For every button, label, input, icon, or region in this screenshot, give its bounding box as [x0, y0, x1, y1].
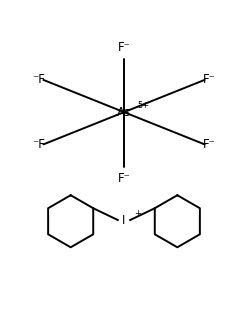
Text: F⁻: F⁻ — [118, 172, 130, 185]
Text: F⁻: F⁻ — [203, 138, 216, 151]
Text: +: + — [134, 209, 141, 218]
Text: ⁻F: ⁻F — [32, 138, 45, 151]
Text: As: As — [117, 106, 131, 119]
Text: F⁻: F⁻ — [203, 74, 216, 86]
Text: F⁻: F⁻ — [118, 41, 130, 54]
Text: ⁻F: ⁻F — [32, 74, 45, 86]
Text: I: I — [122, 213, 126, 227]
Text: 5+: 5+ — [138, 101, 150, 110]
